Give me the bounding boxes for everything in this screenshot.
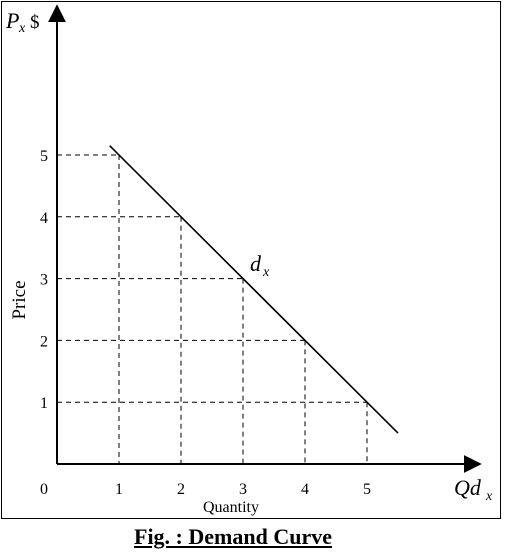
svg-text:d: d xyxy=(250,251,262,276)
y-tick-label: 5 xyxy=(40,148,48,165)
demand-curve-line xyxy=(109,145,399,434)
y-tick-label: 2 xyxy=(40,333,48,350)
x-tick-labels: 1 2 3 4 5 xyxy=(115,481,371,498)
svg-text:$: $ xyxy=(30,12,40,33)
x-tick-label: 4 xyxy=(301,481,309,498)
svg-text:x: x xyxy=(262,265,270,280)
svg-text:x: x xyxy=(18,21,26,36)
figure-caption: Fig. : Demand Curve xyxy=(134,524,332,549)
y-axis-title: Price xyxy=(9,280,30,319)
x-tick-label: 5 xyxy=(363,481,371,498)
x-tick-label: 3 xyxy=(239,481,247,498)
y-tick-labels: 1 2 3 4 5 xyxy=(40,148,48,412)
svg-text:Qd: Qd xyxy=(454,475,482,500)
svg-text:x: x xyxy=(485,489,493,504)
x-axis-symbol-label: Qd x xyxy=(454,475,493,504)
curve-label: d x xyxy=(250,251,270,280)
y-tick-label: 1 xyxy=(40,395,48,412)
y-tick-label: 4 xyxy=(40,210,48,227)
y-axis-symbol-label: P x $ xyxy=(5,8,40,36)
dashed-guide-lines xyxy=(57,154,368,464)
x-axis-title: Quantity xyxy=(203,499,259,516)
x-tick-label: 2 xyxy=(177,481,185,498)
svg-text:P: P xyxy=(5,8,19,33)
y-tick-label: 3 xyxy=(40,272,48,289)
x-tick-label: 1 xyxy=(115,481,123,498)
chart-frame xyxy=(1,1,501,519)
origin-label: 0 xyxy=(40,481,48,498)
